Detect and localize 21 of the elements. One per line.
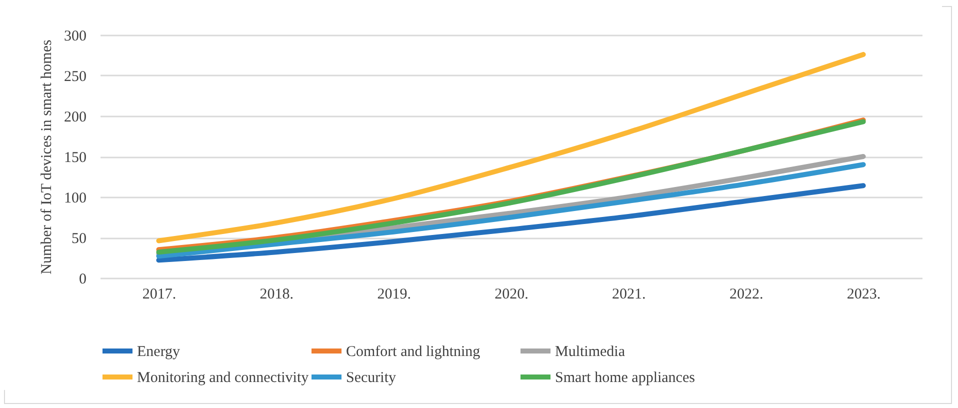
y-tick-label: 50 (72, 231, 86, 247)
legend-label: Smart home appliances (555, 370, 696, 386)
y-axis-title: Number of IoT devices in smart homes (39, 40, 55, 274)
y-tick-label: 150 (64, 150, 86, 166)
y-tick-label: 200 (64, 110, 86, 126)
x-tick-label: 2022. (729, 286, 764, 302)
legend-label: Multimedia (555, 344, 626, 360)
legend-label: Security (346, 370, 396, 386)
y-tick-label: 300 (64, 28, 86, 44)
x-tick-label: 2023. (846, 286, 881, 302)
legend-label: Monitoring and connectivity (137, 370, 310, 386)
legend-label: Comfort and lightning (346, 344, 481, 360)
y-tick-label: 100 (64, 190, 86, 206)
x-tick-label: 2021. (612, 286, 646, 302)
x-tick-label: 2018. (260, 286, 294, 302)
x-tick-label: 2020. (494, 286, 528, 302)
y-tick-label: 250 (64, 69, 86, 85)
y-tick-label: 0 (79, 272, 86, 288)
legend-label: Energy (137, 344, 181, 360)
x-tick-label: 2019. (377, 286, 411, 302)
x-tick-label: 2017. (142, 286, 176, 302)
